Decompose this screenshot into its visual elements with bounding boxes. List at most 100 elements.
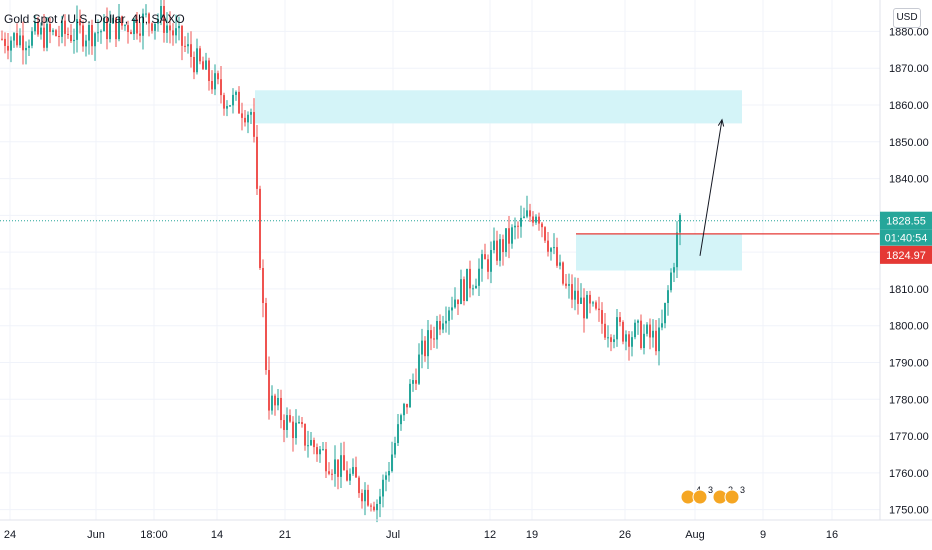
candle-body [1,38,3,40]
candle-body [142,13,144,36]
zone-lower [576,233,742,271]
candle-body [307,445,309,447]
projection-arrow [699,119,723,256]
candle-body [16,33,18,46]
candle-body [637,320,639,323]
candle-body [292,421,294,439]
candle-body [112,17,114,24]
candle-body [73,39,75,42]
currency-button[interactable]: USD [893,8,921,28]
candle-body [523,216,525,218]
candle-body [568,284,570,286]
candle-body [166,25,168,33]
candle-body [187,44,189,47]
candle-body [529,210,531,217]
candle-body [652,330,654,338]
candle-body [58,35,60,37]
candle-body [640,320,642,349]
level-badge-label: 1824.97 [886,250,926,262]
chart-title: Gold Spot / U.S. Dollar, 4h, SAXO [4,12,185,26]
candle-body [538,216,540,224]
candle-body [484,254,486,260]
candle-body [145,13,147,15]
candle-body [100,31,102,33]
candle-body [241,113,243,118]
candle-body [331,473,333,475]
candle-body [229,105,231,107]
candle-body [277,397,279,406]
candle-body [181,25,183,46]
candle-body [274,395,276,406]
x-tick-label: 19 [526,529,538,541]
candle-body [400,415,402,425]
y-tick-label: 1760.00 [889,468,929,480]
candle-body [328,471,330,474]
candle-body [55,30,57,36]
candle-body [151,23,153,31]
candle-body [463,279,465,301]
candle-body [472,288,474,290]
y-tick-label: 1810.00 [889,284,929,296]
candle-body [220,79,222,96]
candle-body [133,19,135,35]
candle-body [514,225,516,228]
candle-body [70,35,72,42]
event-count: 3 [708,485,713,495]
x-tick-label: Jul [386,529,400,541]
candle-body [448,310,450,321]
candle-body [358,477,360,494]
candle-body [511,227,513,244]
candle-body [4,38,6,46]
candle-body [250,112,252,115]
x-tick-label: 14 [211,529,223,541]
candle-body [478,268,480,286]
candle-body [487,259,489,272]
candle-body [319,449,321,455]
candle-body [109,23,111,40]
candle-body [379,496,381,504]
candle-body [178,25,180,29]
event-flag-icon [692,489,708,505]
candle-body [19,35,21,46]
candle-body [616,317,618,340]
candle-body [676,232,678,268]
level-badge [880,245,932,264]
candle-body [235,91,237,95]
candle-body [565,283,567,286]
candle-body [601,310,603,324]
x-tick-label: Aug [685,529,705,541]
candle-body [679,215,681,233]
candle-body [502,239,504,253]
x-tick-label: 26 [619,529,631,541]
event-icon[interactable]: 3 [724,485,745,505]
candle-body [79,19,81,26]
candle-body [199,48,201,62]
candle-body [205,60,207,70]
candle-body [25,47,27,51]
candle-body [313,439,315,448]
candle-body [424,340,426,357]
candle-body [13,33,15,41]
event-icon[interactable]: 3 [692,485,713,505]
candle-body [136,19,138,34]
candle-body [169,25,171,31]
candle-body [634,322,636,338]
candle-body [535,216,537,223]
candle-body [481,254,483,269]
candle-body [91,24,93,47]
candle-body [589,294,591,304]
candle-body [580,297,582,304]
candle-body [427,330,429,357]
candle-body [130,32,132,35]
candle-body [346,470,348,481]
candle-body [592,302,594,304]
zones [255,90,742,271]
candle-body [163,6,165,33]
candle-body [460,279,462,305]
candle-body [244,117,246,123]
candle-body [310,439,312,446]
candle-body [646,324,648,334]
candle-body [28,45,30,48]
